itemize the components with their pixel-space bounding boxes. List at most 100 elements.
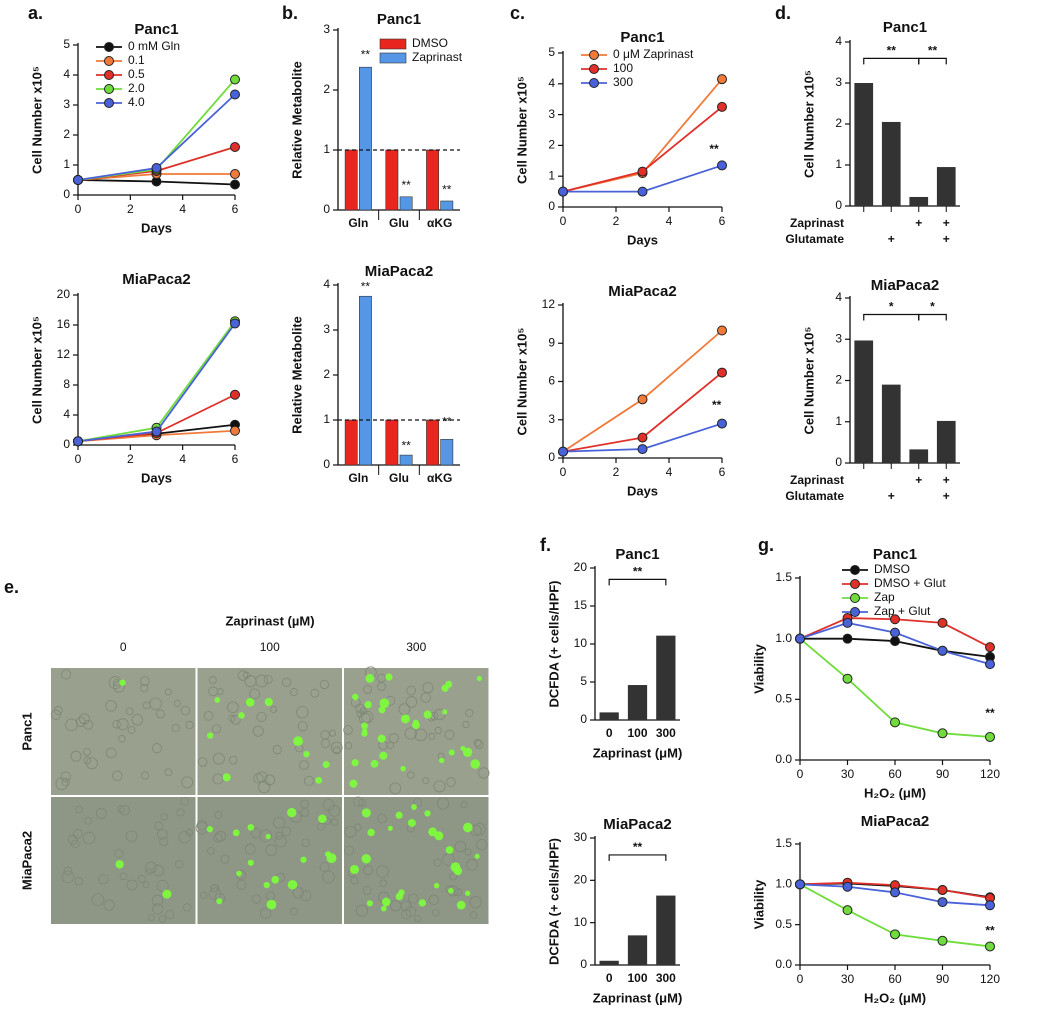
y-tick-label: 1.5	[775, 570, 792, 584]
x-axis-label: H₂O₂ (μM)	[864, 785, 926, 800]
y-tick-label: 1.0	[775, 877, 792, 891]
fluorescent-cell	[387, 825, 393, 831]
fluorescent-cell	[293, 736, 303, 747]
point	[985, 731, 995, 742]
panel-label: c.	[510, 3, 525, 23]
x-tick-label: 300	[656, 726, 676, 740]
point	[230, 389, 240, 400]
cell	[152, 903, 164, 915]
y-tick-label: 3	[548, 412, 555, 426]
cell	[359, 707, 368, 715]
point	[890, 887, 900, 898]
panel-label: f.	[540, 535, 551, 555]
cell	[156, 828, 168, 840]
x-tick-label: 30	[841, 972, 855, 986]
point	[637, 186, 648, 197]
y-tick-label: 6	[548, 374, 555, 388]
chart-title: MiaPaca2	[871, 277, 939, 294]
point	[842, 881, 853, 892]
fluorescent-cell	[381, 897, 391, 907]
series-line	[562, 106, 723, 193]
cell	[185, 828, 193, 837]
fluorescent-cell	[367, 828, 375, 837]
x-tick-label: 6	[719, 465, 726, 479]
y-axis-label: Relative Metabolite	[289, 61, 304, 179]
condition-name: Glutamate	[785, 232, 844, 246]
y-axis-label: Viability	[751, 879, 766, 929]
point	[842, 633, 853, 644]
cell	[119, 805, 130, 816]
fluorescent-cell	[462, 747, 473, 757]
cell	[476, 839, 488, 851]
condition-mark: +	[888, 232, 895, 246]
x-tick-label: 6	[232, 202, 239, 216]
cell	[274, 835, 287, 848]
fluorescent-cell	[351, 759, 359, 767]
legend-swatch	[104, 84, 114, 94]
chart-title: MiaPaca2	[861, 813, 929, 830]
point	[230, 179, 240, 190]
y-tick-label: 0	[548, 199, 555, 213]
cell	[446, 777, 456, 787]
point	[717, 367, 727, 378]
annotation: **	[709, 142, 719, 156]
fluorescent-cell	[326, 853, 337, 864]
cell	[466, 858, 478, 871]
bar	[599, 960, 619, 965]
fluorescent-cell	[206, 825, 214, 833]
cell	[61, 778, 70, 787]
fluorescent-cell	[236, 870, 242, 877]
x-tick-label: 2	[127, 452, 134, 466]
y-tick-label: 0.5	[775, 692, 792, 706]
point	[230, 74, 240, 85]
image-row-label: Panc1	[19, 712, 34, 750]
bar	[936, 167, 956, 206]
cell	[390, 900, 402, 912]
cell	[300, 799, 309, 809]
y-tick-label: 1	[323, 142, 330, 156]
y-tick-label: 2	[835, 373, 842, 387]
cell	[353, 796, 364, 807]
cell	[388, 733, 399, 744]
cell	[408, 893, 419, 904]
x-axis-label: Days	[627, 232, 658, 247]
fluorescent-cell	[364, 700, 372, 709]
y-axis-label: Viability	[751, 643, 766, 693]
cell	[404, 727, 417, 740]
cell	[139, 676, 150, 687]
y-tick-label: 5	[548, 45, 555, 59]
cell	[350, 876, 359, 885]
bar	[440, 200, 454, 211]
x-axis-label: Zaprinast (μM)	[593, 745, 683, 760]
cell	[75, 716, 86, 727]
cell	[216, 688, 224, 695]
bar	[399, 196, 413, 211]
fluorescent-cell	[361, 808, 371, 818]
chart-title: MiaPaca2	[603, 816, 671, 833]
cell	[180, 796, 190, 806]
chart-title: Panc1	[377, 11, 421, 28]
fluorescent-cell	[300, 856, 307, 863]
cell	[310, 688, 320, 698]
cell	[405, 696, 418, 708]
cell	[75, 805, 84, 814]
cell	[117, 805, 125, 813]
point	[230, 169, 240, 179]
fluorescent-cell	[400, 765, 406, 772]
legend-swatch	[589, 78, 599, 88]
x-tick-label: 0	[797, 767, 804, 781]
fluorescent-cell	[318, 814, 327, 824]
annotation: **	[442, 182, 452, 196]
cell	[432, 909, 440, 917]
x-tick-label: 2	[613, 465, 620, 479]
image-column-label: 100	[260, 640, 280, 654]
legend-label: 0 mM Gln	[128, 39, 180, 53]
fluorescent-cell	[216, 898, 223, 905]
significance-bracket	[608, 854, 667, 861]
x-tick-label: 2	[613, 214, 620, 228]
fluorescent-cell	[362, 728, 368, 734]
point	[985, 941, 995, 952]
legend-swatch	[589, 50, 599, 60]
cell	[103, 899, 115, 911]
y-tick-label: 1	[63, 157, 70, 171]
